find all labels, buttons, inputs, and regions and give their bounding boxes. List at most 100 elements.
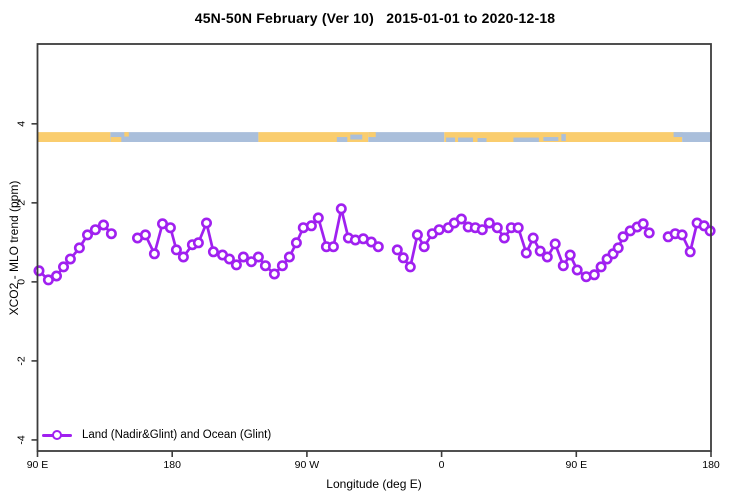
data-point-marker	[57, 261, 69, 273]
ocean-band-patch	[543, 137, 559, 142]
ocean-band-segment	[110, 132, 259, 142]
data-point-marker	[237, 251, 249, 263]
legend-marker	[42, 428, 72, 442]
data-point-marker	[139, 229, 151, 241]
data-point-marker	[223, 253, 235, 265]
data-point-marker	[512, 222, 524, 234]
data-point-marker	[433, 224, 445, 236]
data-point-marker	[418, 241, 430, 253]
data-point-marker	[595, 261, 607, 273]
data-point-marker	[476, 224, 488, 236]
trend-line-segment	[136, 207, 380, 276]
ocean-band-patch	[336, 137, 348, 142]
y-tick-label: 0	[16, 279, 28, 285]
ocean-band-patch	[458, 137, 474, 142]
data-point-marker	[148, 248, 160, 260]
data-point-marker	[207, 246, 219, 258]
y-tick-label: 2	[16, 200, 28, 206]
data-point-marker	[33, 265, 45, 277]
land-band-segment	[258, 132, 369, 142]
data-point-marker	[617, 231, 629, 243]
x-axis-title: Longitude (deg E)	[326, 477, 422, 491]
ocean-band-segment	[368, 132, 445, 142]
legend-open-circle-icon	[52, 430, 62, 440]
data-point-marker	[305, 220, 317, 232]
data-point-marker	[588, 269, 600, 281]
data-point-marker	[564, 249, 576, 261]
ocean-band-patch	[561, 134, 566, 142]
data-point-marker	[637, 218, 649, 230]
x-tick-label: 90 E	[27, 459, 49, 471]
data-point-marker	[684, 246, 696, 258]
data-point-marker	[498, 232, 510, 244]
data-point-marker	[643, 227, 655, 239]
legend: Land (Nadir&Glint) and Ocean (Glint)	[42, 428, 271, 442]
ocean-band-patch	[477, 138, 487, 142]
data-point-marker	[192, 237, 204, 249]
data-point-marker	[541, 251, 553, 263]
data-point-marker	[404, 261, 416, 273]
y-tick-label: -2	[16, 356, 28, 365]
data-point-marker	[704, 225, 716, 237]
data-point-marker	[230, 259, 242, 271]
data-point-marker	[42, 274, 54, 286]
data-point-marker	[164, 222, 176, 234]
data-point-marker	[327, 241, 339, 253]
data-point-marker	[455, 213, 467, 225]
data-point-marker	[50, 270, 62, 282]
ocean-band-patch	[446, 137, 456, 142]
x-tick-label: 180	[163, 459, 181, 471]
ocean-band-patch	[673, 132, 683, 138]
data-point-marker	[571, 264, 583, 276]
trend-line-segment	[37, 223, 113, 282]
x-tick-label: 180	[702, 459, 720, 471]
data-point-marker	[372, 241, 384, 253]
data-point-marker	[64, 253, 76, 265]
data-point-marker	[89, 224, 101, 236]
data-point-marker	[397, 252, 409, 264]
data-point-marker	[290, 237, 302, 249]
land-band-segment	[37, 132, 111, 142]
data-point-marker	[73, 242, 85, 254]
data-point-marker	[391, 244, 403, 256]
y-tick-label: 4	[16, 121, 28, 127]
ocean-band-patch	[513, 137, 539, 142]
land-band-patch	[110, 137, 122, 142]
data-point-marker	[483, 217, 495, 229]
land-band-patch	[368, 132, 376, 138]
y-axis-title: XCO2 - MLO trend (ppm)	[7, 180, 21, 316]
data-point-marker	[549, 238, 561, 250]
data-point-marker	[259, 260, 271, 272]
y-tick-label: -4	[16, 435, 28, 444]
data-point-marker	[98, 219, 110, 231]
data-point-marker	[252, 251, 264, 263]
data-point-marker	[283, 251, 295, 263]
data-point-marker	[411, 229, 423, 241]
plot-frame	[36, 43, 712, 452]
data-point-marker	[312, 212, 324, 224]
data-point-marker	[82, 229, 94, 241]
data-point-marker	[676, 229, 688, 241]
legend-label: Land (Nadir&Glint) and Ocean (Glint)	[82, 429, 272, 441]
data-point-marker	[527, 232, 539, 244]
data-point-marker	[520, 247, 532, 259]
ocean-band-segment	[682, 132, 711, 142]
data-point-marker	[170, 244, 182, 256]
data-point-marker	[201, 217, 213, 229]
data-point-marker	[177, 251, 189, 263]
data-point-marker	[268, 268, 280, 280]
data-point-marker	[491, 222, 503, 234]
data-point-marker	[276, 260, 288, 272]
chart-title: 45N-50N February (Ver 10) 2015-01-01 to …	[194, 10, 556, 26]
data-point-marker	[534, 245, 546, 257]
data-point-marker	[557, 260, 569, 272]
ocean-band-patch	[350, 134, 363, 140]
x-tick-label: 90 E	[565, 459, 587, 471]
x-tick-label: 90 W	[295, 459, 320, 471]
data-point-marker	[335, 203, 347, 215]
x-tick-label: 0	[439, 459, 445, 471]
data-point-marker	[105, 228, 117, 240]
data-point-marker	[612, 242, 624, 254]
